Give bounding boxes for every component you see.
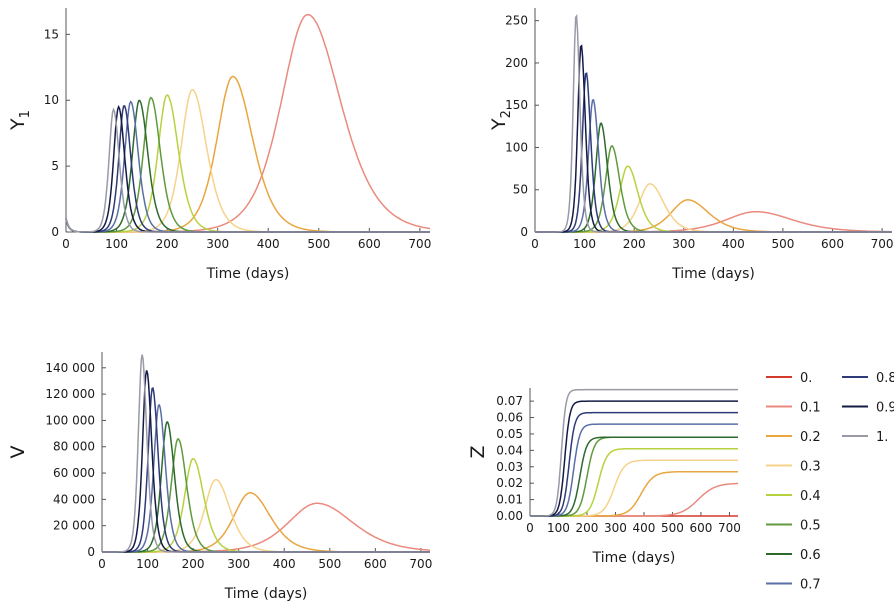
- x-tick-label: 200: [576, 521, 599, 535]
- legend: 0. 0.1 0.2 0.3 0.4 0.5 0.6 0.7 0.8 0.9 1.: [766, 371, 894, 593]
- y-tick-label: 140 000: [45, 361, 95, 375]
- legend-label: 0.4: [800, 489, 821, 504]
- x-tick-label: 300: [672, 237, 695, 251]
- y-tick-label: 150: [505, 98, 528, 112]
- x-axis-label: Time (days): [592, 550, 676, 566]
- x-tick-label: 500: [771, 237, 794, 251]
- y-tick-label: 5: [51, 159, 59, 173]
- y-tick-label: 15: [44, 27, 59, 41]
- x-tick-label: 500: [318, 557, 341, 571]
- y-tick-label: 200: [505, 56, 528, 70]
- x-tick-label: 400: [722, 237, 745, 251]
- y-axis-label: Y1: [7, 110, 33, 131]
- legend-label: 1.: [876, 430, 888, 445]
- legend-label: 0.1: [800, 401, 821, 416]
- x-tick-label: 300: [206, 237, 229, 251]
- y-tick-label: 120 000: [45, 387, 95, 401]
- y-tick-label: 0.01: [496, 493, 523, 507]
- x-tick-label: 300: [227, 557, 250, 571]
- legend-label: 0.9: [876, 401, 894, 416]
- y-tick-label: 0.06: [496, 411, 523, 425]
- x-tick-label: 500: [307, 237, 330, 251]
- x-tick-label: 0: [526, 521, 534, 535]
- x-tick-label: 100: [547, 521, 570, 535]
- x-tick-label: 0: [98, 557, 106, 571]
- legend-label: 0.: [800, 371, 812, 386]
- y-tick-label: 0: [87, 545, 95, 559]
- series-line-0_9: [530, 400, 738, 517]
- y-tick-label: 0.05: [496, 427, 523, 441]
- y-tick-label: 0.07: [496, 394, 523, 408]
- x-tick-label: 700: [409, 557, 432, 571]
- x-tick-label: 300: [604, 521, 627, 535]
- y-tick-label: 40 000: [53, 492, 95, 506]
- y2-panel: 0 100 200 300 400 500 600 700 0 50 100 150 200 250 Tim…: [488, 8, 894, 282]
- x-tick-label: 600: [690, 521, 713, 535]
- y-axis-label: V: [7, 446, 29, 459]
- x-tick-label: 100: [573, 237, 596, 251]
- x-tick-label: 200: [182, 557, 205, 571]
- x-tick-label: 0: [62, 237, 70, 251]
- x-tick-label: 400: [633, 521, 656, 535]
- series-line-0_8: [102, 387, 430, 553]
- legend-label: 0.7: [800, 578, 821, 593]
- y-tick-label: 0: [51, 225, 59, 239]
- y-tick-label: 20 000: [53, 519, 95, 533]
- z-panel: 0 100 200 300 400 500 600 700 0.00 0.01 0.02 0.03 0.…: [467, 388, 741, 566]
- y-axis-label: Z: [467, 445, 489, 458]
- x-tick-label: 600: [821, 237, 844, 251]
- x-tick-label: 600: [364, 557, 387, 571]
- x-tick-label: 100: [105, 237, 128, 251]
- legend-label: 0.3: [800, 460, 821, 475]
- x-tick-label: 700: [408, 237, 431, 251]
- x-tick-label: 600: [358, 237, 381, 251]
- series-line-1_: [102, 354, 430, 553]
- legend-label: 0.6: [800, 548, 821, 563]
- y1-panel: 0 100 200 300 400 500 600 700 0 5 10 15 Time (days) Y…: [7, 8, 431, 282]
- y-tick-label: 80 000: [53, 440, 95, 454]
- y-tick-label: 0: [520, 225, 528, 239]
- y-tick-label: 0.00: [496, 509, 523, 523]
- x-tick-label: 0: [531, 237, 539, 251]
- y-tick-label: 250: [505, 14, 528, 28]
- x-tick-label: 400: [257, 237, 280, 251]
- legend-label: 0.5: [800, 519, 821, 534]
- x-tick-label: 200: [623, 237, 646, 251]
- series-line-0_6: [530, 436, 738, 517]
- x-axis-label: Time (days): [671, 266, 755, 282]
- series-line-1_: [65, 107, 430, 233]
- series-line-0_2: [65, 75, 430, 233]
- x-tick-label: 200: [156, 237, 179, 251]
- series-line-0_7: [530, 423, 738, 517]
- series-line-1_: [535, 14, 892, 233]
- x-tick-label: 400: [273, 557, 296, 571]
- legend-label: 0.2: [800, 430, 821, 445]
- y-axis-label: Y2: [488, 110, 514, 131]
- y-tick-label: 60 000: [53, 466, 95, 480]
- series-line-0_7: [535, 98, 892, 233]
- series-line-0_8: [530, 411, 738, 517]
- y-tick-label: 0.03: [496, 460, 523, 474]
- v-panel: 0 100 200 300 400 500 600 700 0 20 000 40 000 60 00…: [7, 352, 432, 602]
- x-tick-label: 700: [718, 521, 741, 535]
- y-tick-label: 50: [513, 183, 528, 197]
- x-axis-label: Time (days): [224, 586, 308, 602]
- x-tick-label: 700: [871, 237, 894, 251]
- x-axis-label: Time (days): [206, 266, 290, 282]
- x-tick-label: 100: [136, 557, 159, 571]
- y-tick-label: 100: [505, 140, 528, 154]
- x-tick-label: 500: [661, 521, 684, 535]
- series-line-1_: [530, 388, 738, 517]
- y-tick-label: 10: [44, 93, 59, 107]
- y-tick-label: 0.04: [496, 443, 523, 457]
- y-tick-label: 100 000: [45, 413, 95, 427]
- series-line-0_9: [535, 44, 892, 233]
- legend-label: 0.8: [876, 371, 894, 386]
- y-tick-label: 0.02: [496, 476, 523, 490]
